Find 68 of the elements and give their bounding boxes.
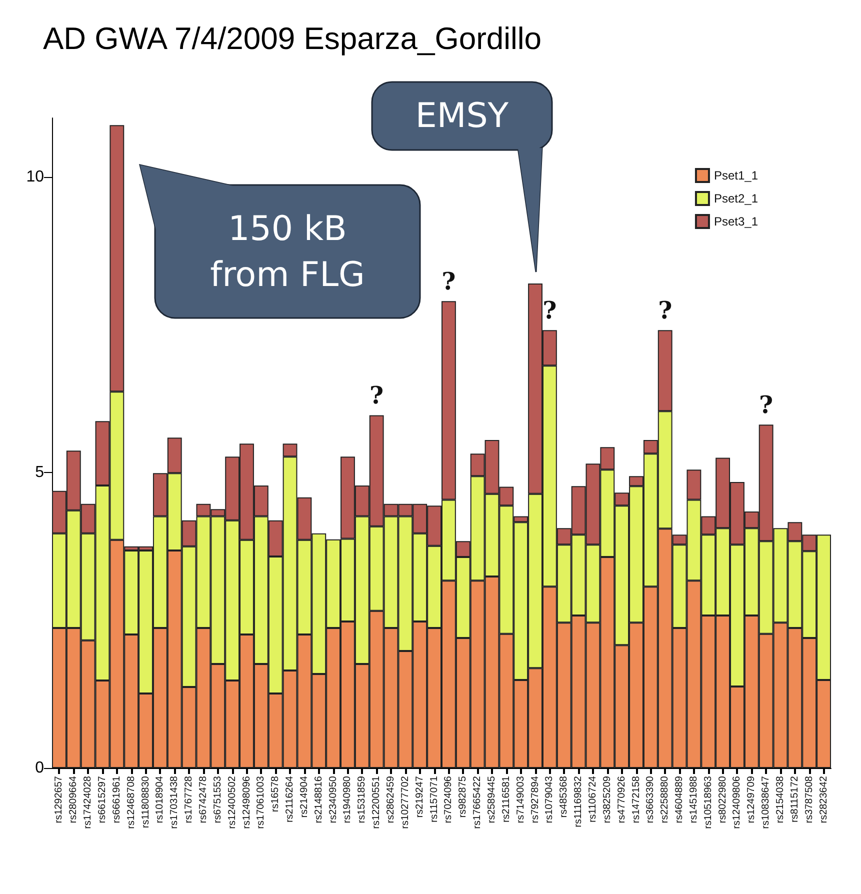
y-tick-label: 10: [26, 168, 44, 186]
x-tick-label: rs2862459: [386, 776, 397, 824]
x-tick-label: rs16578: [270, 776, 282, 812]
x-tick-label: rs1940980: [342, 776, 354, 824]
x-tick-label: rs1451988: [688, 776, 700, 824]
x-tick-label: rs11808830: [140, 776, 152, 828]
x-tick-label: rs3663390: [645, 776, 656, 824]
x-tick-label: rs214904: [298, 776, 310, 818]
x-tick-label: rs12400502: [226, 776, 238, 829]
x-tick-label: rs4770926: [616, 776, 628, 824]
annotation: ?: [442, 266, 456, 296]
x-tick-label: rs2258880: [660, 776, 671, 824]
legend-label: Pset1_1: [714, 168, 758, 182]
x-tick-label: rs2823642: [818, 776, 830, 824]
x-tick-label: rs2116264: [284, 776, 296, 823]
x-tick-label: rs1472158: [630, 776, 642, 824]
x-tick-label: rs12200551: [371, 776, 382, 829]
x-tick-label: rs12498096: [241, 776, 252, 829]
x-tick-label: rs2116581: [500, 776, 512, 823]
x-tick-label: rs7149003: [515, 776, 526, 824]
x-tick-label: rs1018904: [154, 776, 166, 824]
x-tick-label: rs17031438: [169, 776, 180, 829]
x-tick-label: rs7024096: [443, 776, 454, 824]
annotation: ?: [542, 296, 557, 325]
x-tick-label: rs10518963: [702, 776, 714, 829]
x-tick-label: rs2154038: [775, 776, 786, 824]
x-tick-label: rs3825209: [602, 776, 613, 824]
x-tick-label: rs12409806: [732, 776, 743, 829]
x-tick-label: rs8115172: [789, 776, 800, 823]
y-tick-label: 0: [35, 760, 44, 776]
x-tick-label: rs7927894: [530, 776, 541, 824]
chart-title: AD GWA 7/4/2009 Esparza_Gordillo: [43, 21, 542, 56]
y-tick-label: 5: [35, 464, 44, 482]
x-tick-label: rs4604889: [674, 776, 686, 824]
x-tick-label: rs1531859: [356, 776, 368, 824]
x-tick-label: rs11169832: [573, 776, 584, 828]
x-tick-label: rs17061003: [256, 776, 267, 829]
annotation: ?: [370, 380, 384, 410]
x-tick-label: rs1292657: [54, 776, 65, 824]
x-tick-label: rs17665422: [472, 776, 484, 829]
annotation: ?: [759, 390, 774, 420]
x-tick-label: rs3787508: [804, 776, 815, 824]
x-tick-label: rs6661961: [111, 776, 122, 824]
x-tick-label: rs10838647: [760, 776, 772, 829]
annotation: ?: [658, 296, 672, 325]
x-tick-label: rs2340950: [328, 776, 339, 824]
x-tick-label: rs1079043: [544, 776, 556, 824]
x-tick-label: rs982875: [458, 776, 469, 818]
x-tick-label: rs2809664: [68, 776, 80, 824]
x-tick-label: rs219247: [414, 776, 426, 818]
x-tick-label: rs2148816: [313, 776, 324, 824]
x-tick-label: rs2589445: [486, 776, 498, 824]
annotation: EMSY: [372, 82, 552, 150]
x-tick-label: rs485368: [558, 776, 570, 818]
legend-label: Pset3_1: [714, 214, 758, 228]
x-tick-label: rs1106724: [587, 776, 598, 823]
x-tick-label: rs12468708: [126, 776, 137, 829]
x-tick-label: rs1249709: [746, 776, 758, 824]
x-tick-label: rs17424028: [82, 776, 94, 829]
x-tick-label: rs1157071: [428, 776, 440, 823]
x-tick-label: rs1767728: [184, 776, 195, 824]
legend-label: Pset2_1: [714, 192, 758, 206]
x-tick-label: rs8022980: [717, 776, 728, 824]
x-tick-label: rs10277702: [400, 776, 411, 829]
x-tick-label: rs6751553: [212, 776, 224, 824]
x-tick-label: rs6615297: [96, 776, 108, 824]
x-tick-label: rs6742478: [198, 776, 209, 824]
annotation: 150 kB from FLG: [155, 185, 420, 318]
